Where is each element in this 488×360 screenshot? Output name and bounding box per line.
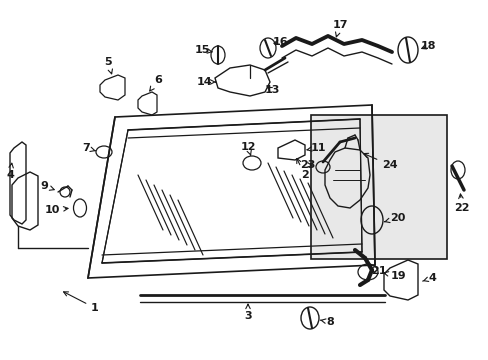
Text: 20: 20 <box>384 213 405 223</box>
Text: 14: 14 <box>197 77 215 87</box>
Text: 19: 19 <box>383 271 405 281</box>
Text: 21: 21 <box>370 266 386 276</box>
Text: 24: 24 <box>363 153 397 170</box>
Text: 6: 6 <box>149 75 162 91</box>
Text: 10: 10 <box>44 205 68 215</box>
Text: 23: 23 <box>300 160 315 170</box>
Text: 5: 5 <box>104 57 112 74</box>
Text: 1: 1 <box>63 292 99 313</box>
Text: 9: 9 <box>40 181 54 191</box>
Text: 16: 16 <box>272 37 287 47</box>
Bar <box>310 115 447 259</box>
Text: 3: 3 <box>244 304 251 321</box>
Text: 8: 8 <box>320 317 333 327</box>
Text: 22: 22 <box>453 194 469 213</box>
Text: 2: 2 <box>296 159 308 180</box>
Text: 17: 17 <box>331 20 347 37</box>
Text: 4: 4 <box>6 163 14 180</box>
Text: 18: 18 <box>419 41 435 51</box>
Text: 13: 13 <box>264 85 279 95</box>
Text: 7: 7 <box>82 143 95 153</box>
Text: 15: 15 <box>194 45 212 55</box>
Text: 11: 11 <box>306 143 325 153</box>
Text: 4: 4 <box>422 273 435 283</box>
Text: 12: 12 <box>240 142 255 155</box>
